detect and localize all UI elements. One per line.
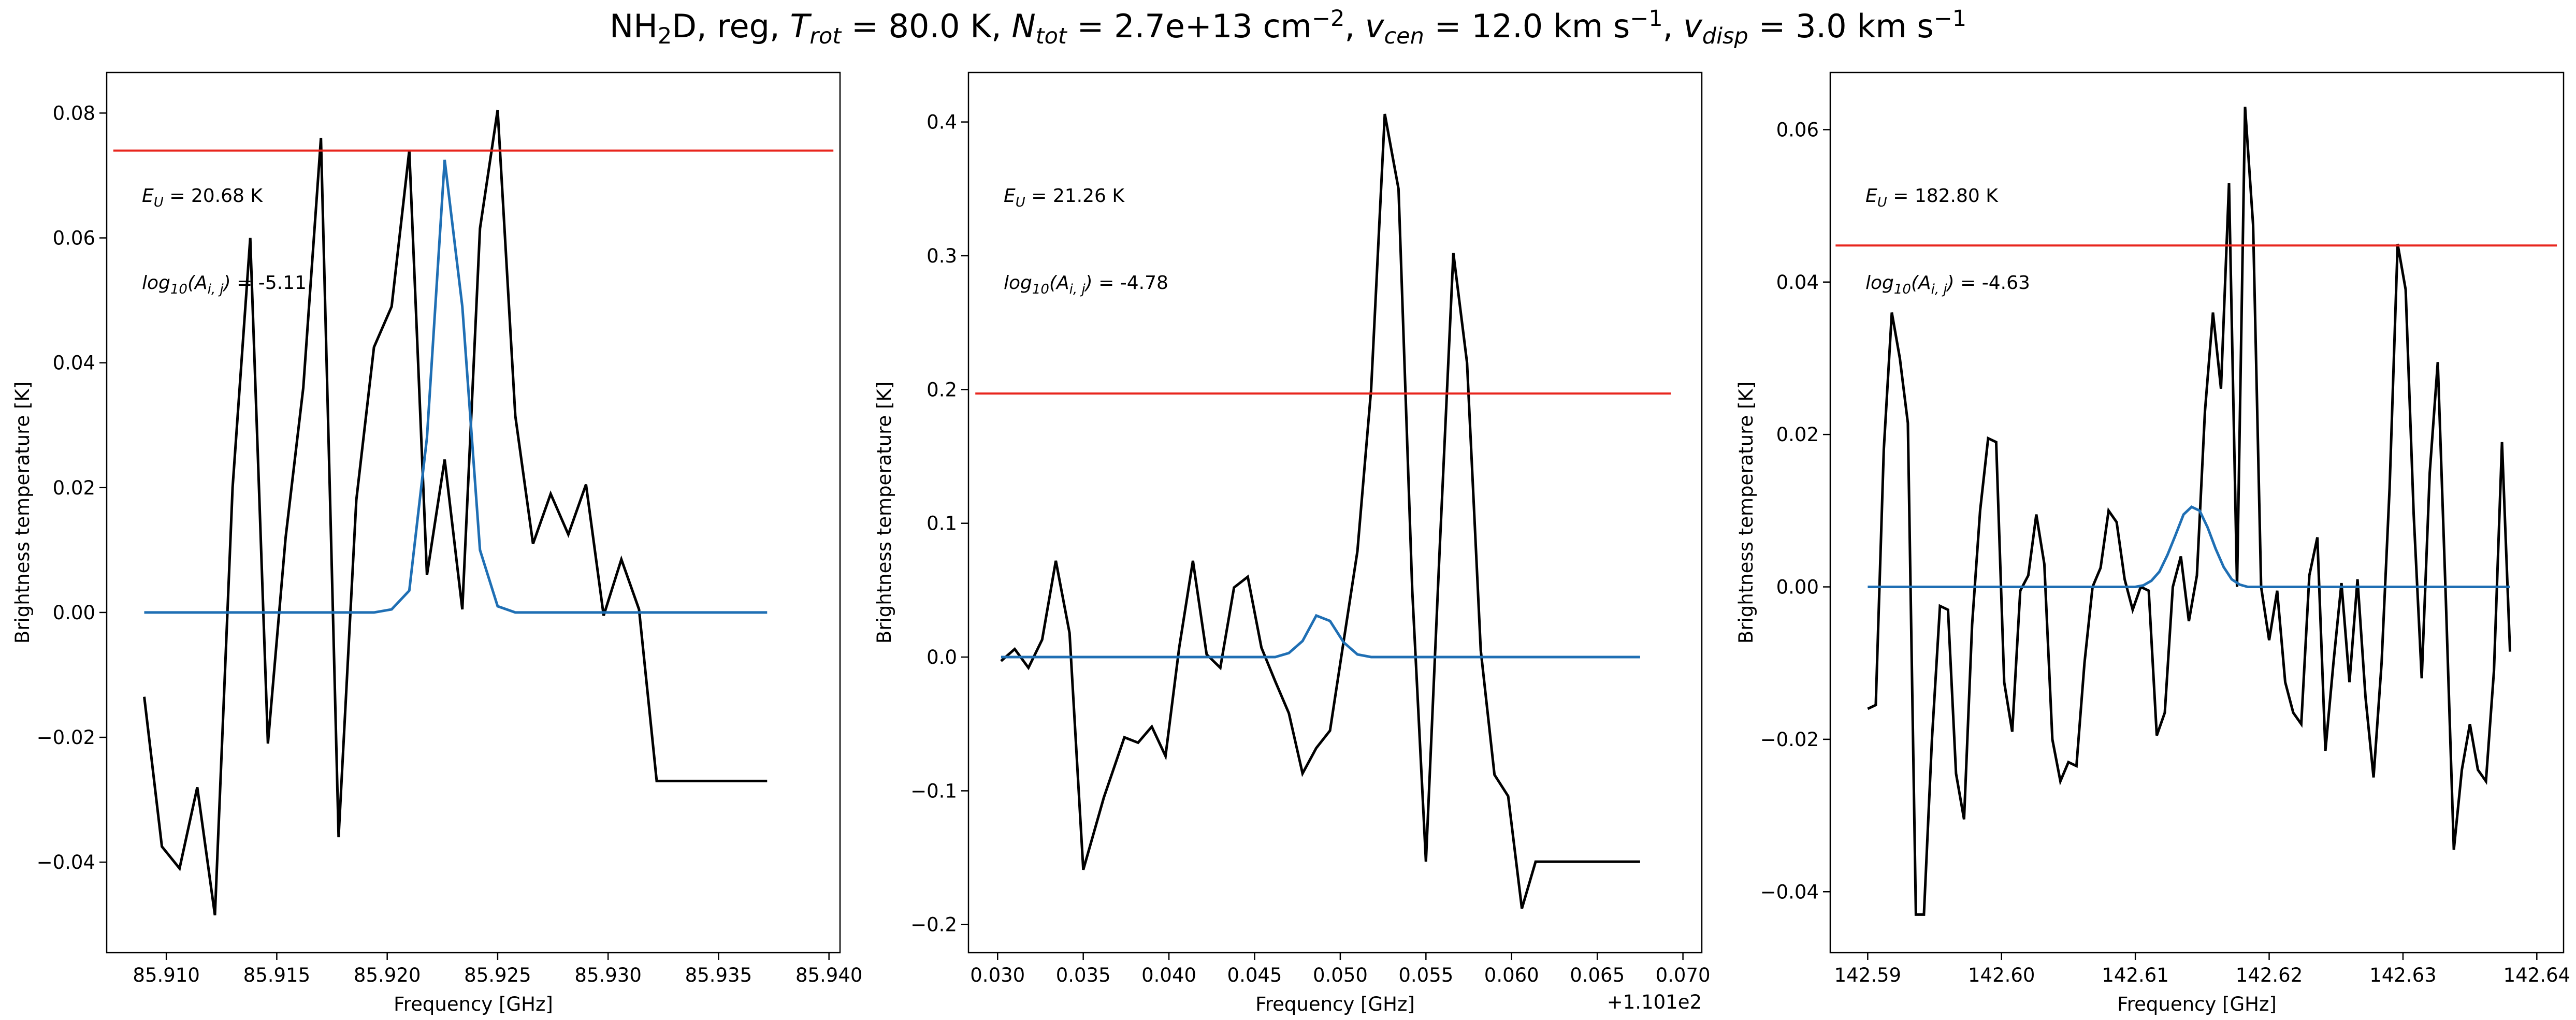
upper-energy-annotation: EU = 182.80 K — [1865, 185, 1999, 210]
axes-frame — [106, 71, 841, 954]
y-tick-label: 0.4 — [927, 111, 957, 134]
y-tick-label: 0.00 — [1776, 576, 1819, 599]
y-tick-label: −0.02 — [1760, 728, 1819, 751]
y-tick-label: 0.04 — [1776, 271, 1819, 294]
log-arg-close: ) — [1946, 272, 1955, 294]
eu-value: = 21.26 K — [1025, 185, 1125, 207]
y-tick-label: 0.06 — [53, 227, 95, 250]
upper-energy-annotation: EU = 21.26 K — [1004, 185, 1125, 210]
x-tick-label: 85.930 — [574, 964, 641, 986]
x-tick-label: 85.940 — [795, 964, 862, 986]
y-tick-label: −0.02 — [37, 726, 95, 749]
x-tick-label: 0.045 — [1227, 964, 1282, 986]
log-arg-sub: i, j — [208, 282, 224, 297]
eu-subscript: U — [1016, 195, 1025, 210]
x-axis-label: Frequency [GHz] — [394, 993, 553, 1015]
plot-area — [113, 109, 834, 916]
y-tick-label: 0.02 — [1776, 424, 1819, 446]
x-tick-label: 0.070 — [1656, 964, 1711, 986]
x-tick-label: 142.63 — [2369, 964, 2436, 986]
y-tick-label: 0.04 — [53, 352, 95, 374]
x-tick-label: 0.040 — [1141, 964, 1196, 986]
log-value: = -4.63 — [1955, 272, 2030, 294]
model-spectrum-line — [1868, 505, 2510, 588]
y-tick-label: 0.06 — [1776, 119, 1819, 141]
log-value: = -4.78 — [1093, 272, 1168, 294]
y-tick-label: 0.1 — [927, 513, 957, 535]
model-spectrum-line — [1001, 614, 1640, 659]
x-tick-label: 0.055 — [1398, 964, 1453, 986]
x-tick-label: 0.035 — [1056, 964, 1111, 986]
log-arg-close: ) — [1084, 272, 1093, 294]
axes-frame — [967, 71, 1703, 954]
x-tick-label: 0.060 — [1484, 964, 1539, 986]
x-axis-label: Frequency [GHz] — [2117, 993, 2277, 1015]
observed-spectrum-line — [1000, 113, 1640, 909]
x-tick-label: 142.60 — [1968, 964, 2035, 986]
x-tick-label: 85.915 — [243, 964, 310, 986]
y-axis-label: Brightness temperature [K] — [11, 382, 34, 644]
panel-2: 0.030 0.035 0.040 0.045 0.050 0.055 0.060 0.065… — [873, 71, 1711, 1015]
x-tick-label: 85.935 — [685, 964, 752, 986]
axes-frame — [1829, 71, 2565, 954]
einstein-a-annotation: log10(Ai, j) = -4.63 — [1865, 272, 2030, 297]
y-tick-label: −0.2 — [910, 914, 957, 936]
einstein-a-annotation: log10(Ai, j) = -5.11 — [142, 272, 307, 297]
log-arg: (A — [1911, 272, 1931, 294]
eu-subscript: U — [154, 195, 164, 210]
panel-1: 85.910 85.915 85.920 85.925 85.930 85.935 85.9… — [11, 71, 862, 1015]
panel-3: 142.59 142.60 142.61 142.62 142.63 142.64 −0.0… — [1735, 71, 2570, 1015]
y-axis-label: Brightness temperature [K] — [873, 382, 895, 644]
y-tick-label: 0.0 — [927, 646, 957, 668]
x-tick-label: 85.925 — [464, 964, 531, 986]
log-arg-sub: i, j — [1069, 282, 1086, 297]
x-tick-label: 142.59 — [1834, 964, 1901, 986]
log-symbol: log — [1865, 272, 1894, 294]
log-value: = -5.11 — [231, 272, 307, 294]
eu-symbol: E — [142, 185, 154, 207]
log-arg-sub: i, j — [1931, 282, 1948, 297]
eu-subscript: U — [1877, 195, 1887, 210]
model-spectrum-line — [144, 159, 768, 614]
y-tick-label: 0.08 — [53, 102, 95, 124]
x-tick-label: 0.065 — [1570, 964, 1625, 986]
eu-value: = 20.68 K — [164, 185, 264, 207]
y-tick-label: −0.1 — [910, 780, 957, 802]
log-arg: (A — [1049, 272, 1069, 294]
observed-spectrum-line — [143, 109, 768, 916]
log-arg: (A — [187, 272, 208, 294]
x-tick-label: 142.61 — [2102, 964, 2168, 986]
x-offset-label: +1.101e2 — [1607, 991, 1702, 1013]
log-symbol: log — [142, 272, 170, 294]
y-axis-label: Brightness temperature [K] — [1735, 382, 1757, 644]
x-tick-label: 142.62 — [2236, 964, 2303, 986]
log-subscript: 10 — [1894, 282, 1911, 297]
x-tick-label: 142.64 — [2503, 964, 2570, 986]
eu-symbol: E — [1865, 185, 1877, 207]
log-subscript: 10 — [1032, 282, 1049, 297]
x-tick-label: 85.910 — [133, 964, 199, 986]
y-tick-label: 0.2 — [927, 378, 957, 401]
x-axis-label: Frequency [GHz] — [1255, 993, 1415, 1015]
plot-area — [1835, 107, 2557, 916]
einstein-a-annotation: log10(Ai, j) = -4.78 — [1004, 272, 1168, 297]
eu-symbol: E — [1004, 185, 1016, 207]
log-subscript: 10 — [170, 282, 187, 297]
x-tick-label: 0.050 — [1313, 964, 1368, 986]
x-tick-label: 85.920 — [354, 964, 421, 986]
log-symbol: log — [1004, 272, 1032, 294]
upper-energy-annotation: EU = 20.68 K — [142, 185, 263, 210]
y-tick-label: 0.02 — [53, 477, 95, 499]
eu-value: = 182.80 K — [1887, 185, 1999, 207]
log-arg-close: ) — [222, 272, 231, 294]
y-tick-label: 0.00 — [53, 602, 95, 624]
y-tick-label: −0.04 — [37, 851, 95, 873]
y-tick-label: −0.04 — [1760, 881, 1819, 903]
plot-area — [975, 113, 1671, 909]
y-tick-label: 0.3 — [927, 245, 957, 267]
x-tick-label: 0.030 — [970, 964, 1025, 986]
figure-title: NH2D, reg, Trot = 80.0 K, Ntot = 2.7e+13… — [610, 6, 1966, 49]
